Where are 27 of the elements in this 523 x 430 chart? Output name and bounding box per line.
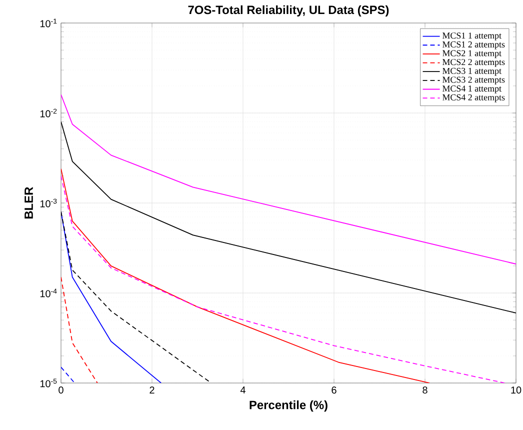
line-series	[61, 94, 516, 264]
y-tick-label: 10$^{-2}$	[40, 108, 57, 118]
x-tick-label: 4	[240, 386, 246, 394]
line-series	[61, 211, 212, 384]
line-series	[61, 168, 430, 384]
y-tick-label: 10$^{-1}$	[40, 18, 57, 28]
legend-label: MCS1 1 attempt	[442, 32, 502, 40]
y-tick-label: 10$^{-5}$	[40, 378, 57, 388]
legend-label: MCS4 1 attempt	[442, 86, 502, 94]
y-axis-title: BLER	[24, 186, 33, 218]
x-tick-label: 6	[332, 386, 336, 394]
legend-label: MCS2 2 attempts	[442, 59, 505, 67]
legend-label: MCS4 2 attempts	[442, 94, 505, 102]
line-series	[61, 121, 516, 314]
x-tick-label: 0	[58, 386, 64, 394]
chart-title: 7OS-Total Reliability, UL Data (SPS)	[188, 5, 389, 16]
x-tick-label: 10	[511, 386, 522, 394]
legend-label: MCS2 1 attempt	[442, 50, 502, 58]
y-tick-label: 10$^{-4}$	[40, 288, 57, 298]
x-axis-title: Percentile (%)	[250, 400, 328, 412]
legend-label: MCS1 2 attempts	[442, 41, 505, 50]
y-tick-label: 10$^{-3}$	[40, 198, 57, 208]
legend-label: MCS3 2 attempts	[442, 76, 505, 85]
x-tick-label: 2	[150, 386, 154, 394]
line-series	[61, 175, 506, 384]
legend-label: MCS3 1 attempt	[442, 68, 502, 76]
x-tick-label: 8	[422, 386, 428, 394]
